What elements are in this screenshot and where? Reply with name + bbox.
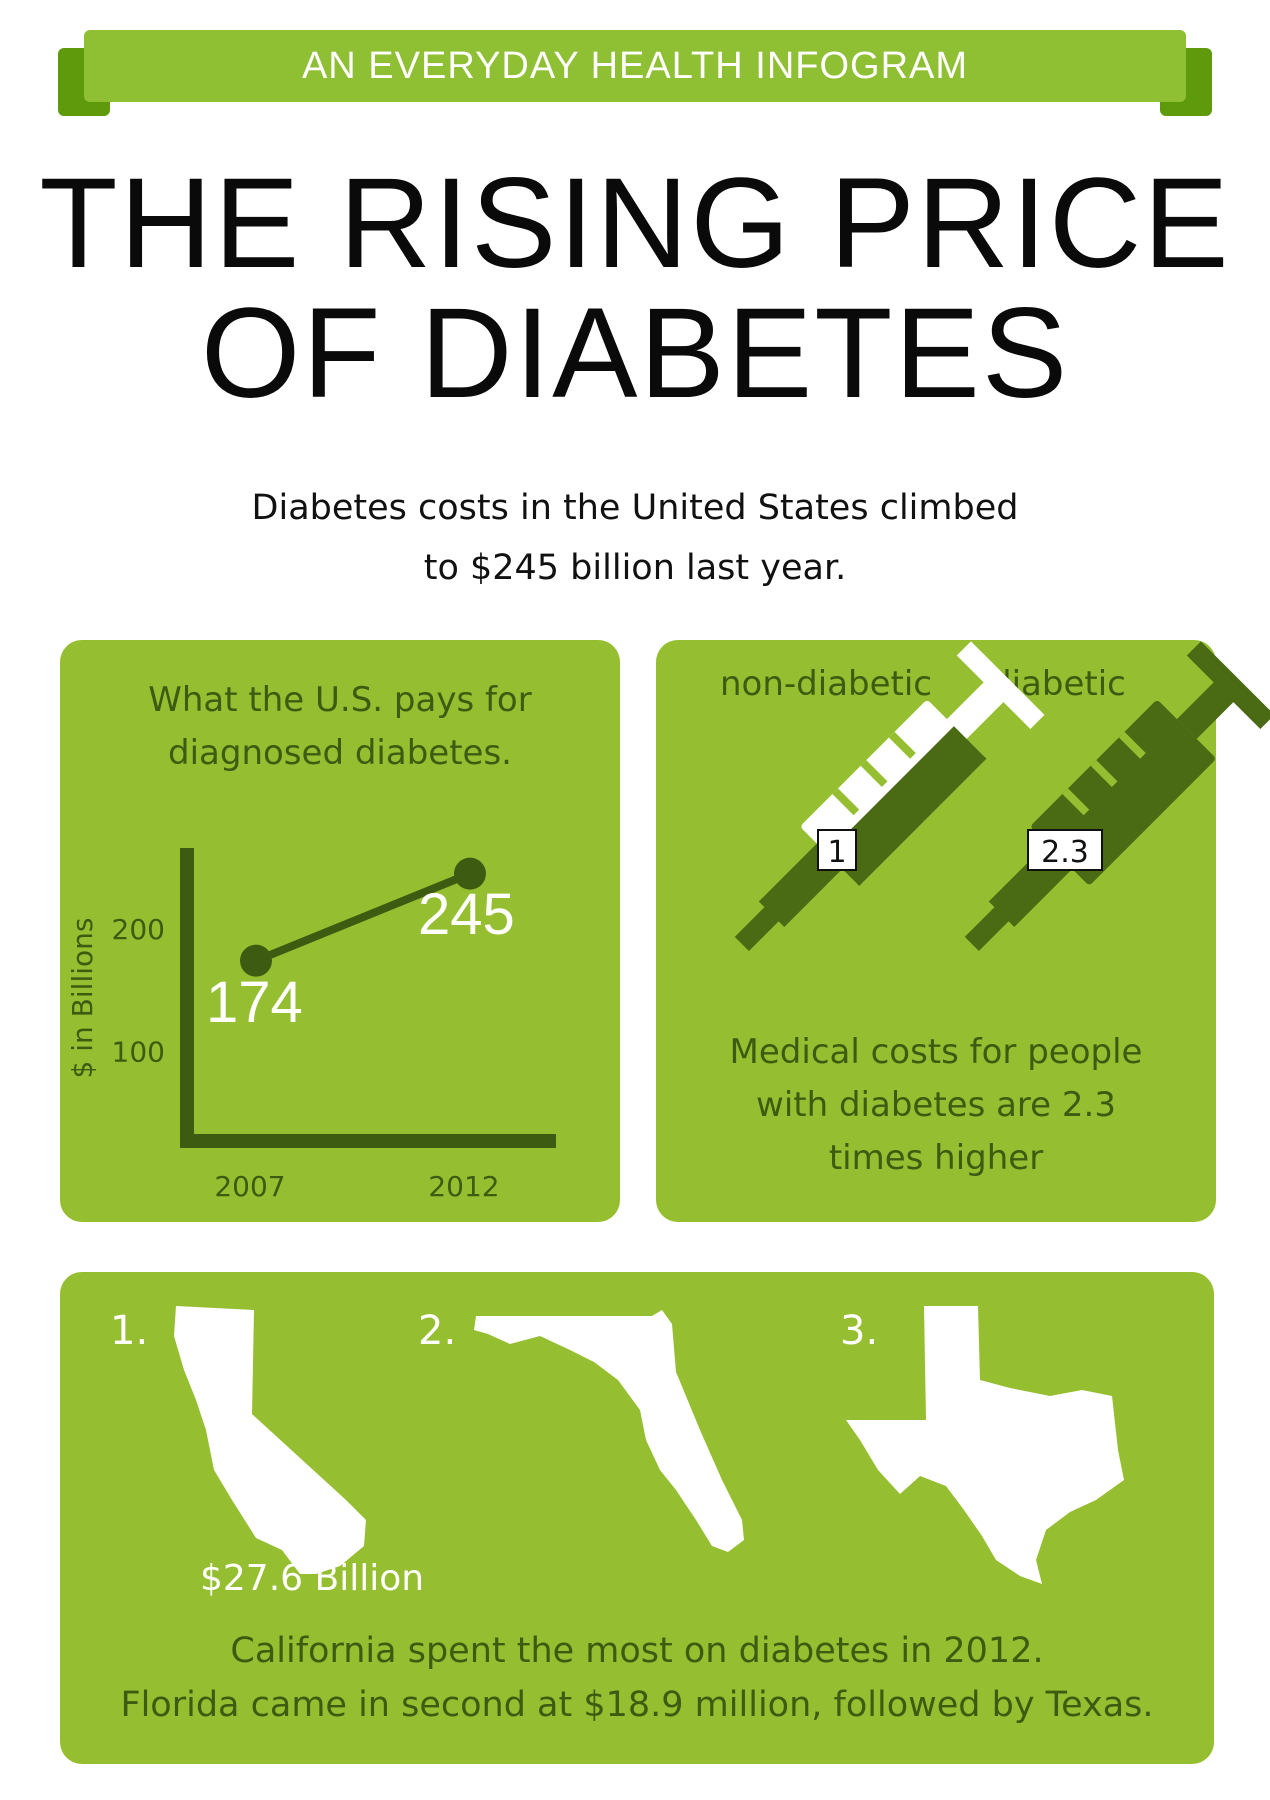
syringe-caption-line3: times higher <box>828 1138 1044 1178</box>
header-ribbon: AN EVERYDAY HEALTH INFOGRAM <box>84 30 1186 102</box>
intro-line2: to $245 billion last year. <box>423 548 847 588</box>
intro-line1: Diabetes costs in the United States clim… <box>251 488 1019 528</box>
rank-1: 1. <box>110 1308 149 1354</box>
chart-panel-title: What the U.S. pays for diagnosed diabete… <box>60 674 620 780</box>
intro-text: Diabetes costs in the United States clim… <box>0 478 1270 598</box>
rank-3: 3. <box>840 1308 879 1354</box>
chart-title-line2: diagnosed diabetes. <box>168 733 512 773</box>
chart-title-line1: What the U.S. pays for <box>148 680 532 720</box>
states-caption: California spent the most on diabetes in… <box>60 1624 1214 1732</box>
california-amount: $27.6 Billion <box>200 1558 425 1599</box>
states-caption-line2: Florida came in second at $18.9 million,… <box>120 1685 1154 1725</box>
page-title-line1: THE RISING PRICE <box>39 152 1231 295</box>
rank-2: 2. <box>418 1308 457 1354</box>
label-non-diabetic: non-diabetic <box>720 664 933 704</box>
page-title-line2: OF DIABETES <box>200 282 1070 425</box>
syringe-caption-line2: with diabetes are 2.3 <box>756 1085 1116 1125</box>
label-diabetic: diabetic <box>990 664 1126 704</box>
syringe-caption-line1: Medical costs for people <box>729 1032 1143 1072</box>
ribbon-label: AN EVERYDAY HEALTH INFOGRAM <box>301 44 969 87</box>
states-caption-line1: California spent the most on diabetes in… <box>230 1631 1044 1671</box>
syringe-caption: Medical costs for people with diabetes a… <box>656 1026 1216 1185</box>
